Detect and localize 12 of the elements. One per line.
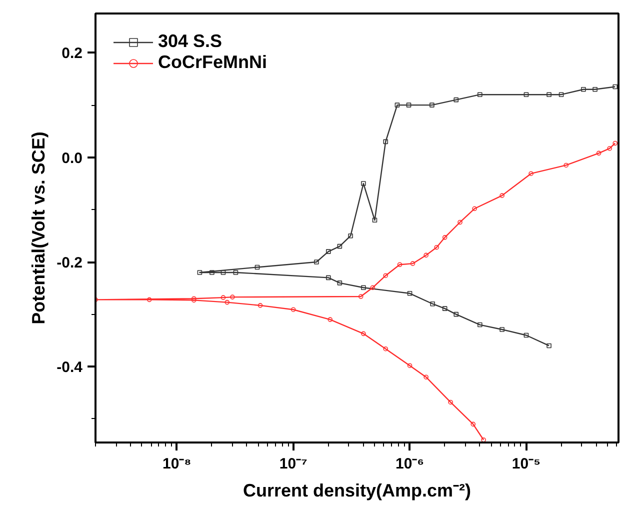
y-tick-label: 0.0 bbox=[62, 150, 83, 167]
x-axis-title: Current density(Amp.cm⁻²) bbox=[242, 480, 472, 500]
x-tick-label: 10⁻⁶ bbox=[395, 456, 424, 472]
x-tick-label: 10⁻⁸ bbox=[162, 456, 192, 472]
legend-label: CoCrFeMnNi bbox=[158, 52, 267, 73]
y-axis-title: Potential(Volt vs. SCE) bbox=[28, 132, 49, 324]
y-tick-label: 0.2 bbox=[62, 45, 83, 62]
x-tick-label: 10⁻⁷ bbox=[279, 456, 308, 472]
y-tick-label: -0.4 bbox=[56, 359, 84, 376]
legend-label: 304 S.S bbox=[158, 31, 222, 52]
y-tick-label: -0.2 bbox=[56, 254, 83, 272]
x-tick-label: 10⁻⁵ bbox=[512, 456, 541, 472]
